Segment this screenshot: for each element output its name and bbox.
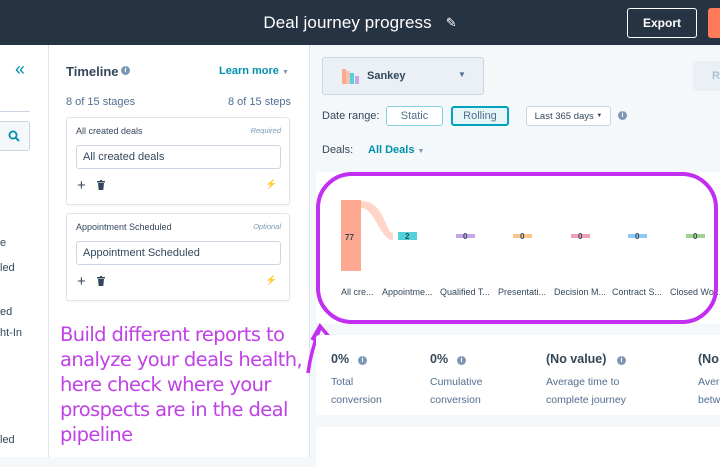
date-range-dropdown[interactable]: Last 365 days ▼ [526, 106, 611, 126]
steps-count: 8 of 15 steps [228, 96, 291, 108]
export-button[interactable]: Export [627, 8, 697, 38]
caret-down-icon: ▼ [281, 69, 289, 76]
lightning-icon: ⚡ [265, 179, 277, 189]
sankey-chart-icon [342, 69, 359, 84]
node-label: All cre... [341, 287, 374, 297]
deals-label: Deals: [322, 144, 354, 156]
caret-down-icon: ▼ [417, 148, 425, 155]
stage-card: All created deals Required All created d… [66, 117, 290, 205]
sankey-node[interactable] [628, 234, 647, 238]
stat-value: (No value) [546, 352, 607, 366]
info-icon[interactable]: i [617, 356, 626, 365]
info-icon[interactable]: i [457, 356, 466, 365]
node-value: 0 [578, 232, 583, 241]
date-range-label: Date range: [322, 110, 380, 122]
annotation-highlight-oval [316, 172, 718, 324]
annotation-arrow-icon [306, 322, 332, 374]
nav-item-fragment[interactable]: led [0, 434, 15, 446]
node-label: Qualified T... [440, 287, 490, 297]
sankey-link [361, 201, 393, 240]
annotation-text: Build different reports to analyze your … [60, 323, 303, 446]
nav-item-fragment[interactable]: ed [0, 306, 13, 318]
caret-down-icon: ▼ [458, 70, 466, 79]
node-value: 77 [345, 233, 354, 242]
sankey-node[interactable] [398, 232, 417, 240]
content-card [316, 427, 720, 467]
stat-value: 0% [331, 352, 350, 366]
learn-more-dropdown[interactable]: Learn more ▼ [219, 65, 289, 77]
stage-label: Appointment Scheduled [76, 222, 172, 232]
lightning-icon: ⚡ [265, 275, 277, 285]
stat-label: Cumulative conversion [430, 376, 483, 406]
search-button[interactable] [0, 121, 30, 151]
node-value: 0 [463, 232, 468, 241]
info-icon[interactable]: i [618, 111, 627, 120]
disabled-button[interactable]: R [693, 61, 720, 91]
node-value: 2 [405, 232, 410, 241]
nav-item-fragment[interactable]: ht-In [0, 327, 23, 339]
stat-label: Total conversion [331, 376, 382, 406]
static-toggle[interactable]: Static [386, 106, 443, 126]
node-value: 0 [693, 232, 698, 241]
node-value: 0 [520, 232, 525, 241]
stage-optional-tag: Optional [253, 222, 281, 231]
node-label: Appointme... [382, 287, 433, 297]
sankey-node[interactable] [686, 234, 705, 238]
search-icon [8, 130, 20, 142]
timeline-title: Timeline [66, 64, 119, 79]
primary-action-button[interactable] [708, 8, 720, 38]
info-icon[interactable]: i [358, 356, 367, 365]
node-label: Decision M... [554, 287, 607, 297]
nav-item-fragment[interactable]: led [0, 262, 15, 274]
plus-icon[interactable]: + [77, 273, 86, 290]
timeline-panel: Timeline i Learn more ▼ 8 of 15 stages 8… [49, 45, 310, 457]
sankey-node[interactable] [341, 200, 361, 271]
sankey-node[interactable] [571, 234, 590, 238]
top-bar: Deal journey progress ✎ Export [0, 0, 720, 45]
sankey-chart-card [316, 172, 720, 324]
left-sidebar: « e led ed ht-In led [0, 45, 49, 457]
chart-type-dropdown[interactable]: Sankey ▼ [322, 57, 484, 95]
stage-required-tag: Required [250, 126, 281, 135]
caret-down-icon: ▼ [596, 113, 603, 119]
stat-value: (No [698, 352, 719, 366]
stage-name-input[interactable]: Appointment Scheduled [76, 241, 281, 265]
rolling-toggle[interactable]: Rolling [451, 106, 509, 126]
stats-card [316, 335, 720, 415]
info-icon[interactable]: i [121, 66, 130, 75]
sankey-node[interactable] [456, 234, 475, 238]
trash-icon[interactable] [97, 276, 105, 286]
stat-label: Average time to complete journey [546, 376, 626, 406]
nav-item-fragment[interactable]: e [0, 237, 7, 249]
trash-icon[interactable] [97, 180, 105, 190]
node-label: Presentati... [498, 287, 547, 297]
chart-type-label: Sankey [367, 70, 406, 82]
page-title: Deal journey progress [263, 12, 432, 32]
double-chevron-left-icon[interactable]: « [15, 59, 26, 79]
stages-count: 8 of 15 stages [66, 96, 136, 108]
divider [0, 111, 30, 112]
deals-dropdown[interactable]: All Deals ▼ [368, 144, 425, 156]
stage-label: All created deals [76, 126, 143, 136]
node-value: 0 [635, 232, 640, 241]
stage-name-input[interactable]: All created deals [76, 145, 281, 169]
node-label: Contract S... [612, 287, 663, 297]
pencil-icon[interactable]: ✎ [445, 14, 457, 30]
sankey-node[interactable] [513, 234, 532, 238]
plus-icon[interactable]: + [77, 177, 86, 194]
stage-card: Appointment Scheduled Optional Appointme… [66, 213, 290, 301]
stat-value: 0% [430, 352, 449, 366]
stat-label: Aver betw [698, 376, 720, 406]
